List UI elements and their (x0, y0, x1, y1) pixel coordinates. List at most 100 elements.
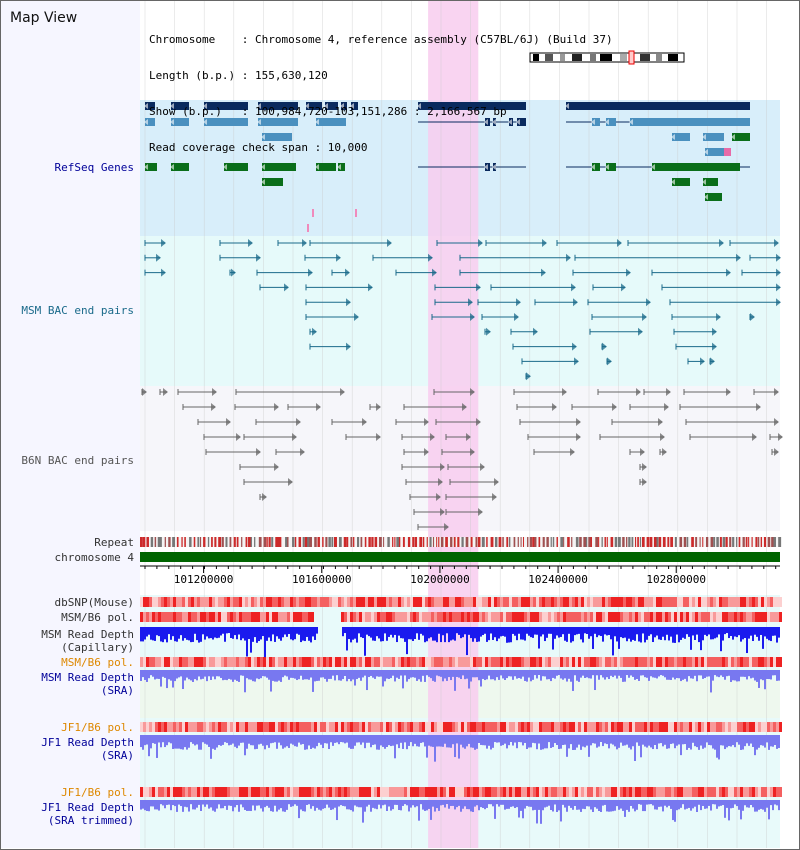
polymorphism-cell (161, 657, 164, 667)
polymorphism-cell (233, 597, 236, 607)
polymorphism-cell (152, 612, 155, 622)
polymorphism-cell (614, 722, 617, 732)
polymorphism-cell (266, 597, 269, 607)
polymorphism-cell (278, 612, 281, 622)
depth-bar (148, 800, 150, 812)
track-label-msm-b6-pol-sra[interactable]: MSM/B6 pol. (61, 656, 134, 669)
polymorphism-cell (431, 597, 434, 607)
polymorphism-cell (326, 657, 329, 667)
depth-bar (160, 800, 162, 805)
depth-bar (634, 735, 636, 761)
depth-bar (624, 627, 626, 638)
depth-bar (198, 735, 200, 750)
depth-bar (346, 800, 348, 810)
polymorphism-cell (371, 597, 374, 607)
track-label-b6n-bac[interactable]: B6N BAC end pairs (21, 454, 134, 467)
track-label-repeat[interactable]: Repeat (94, 536, 134, 549)
track-label-dbsnp[interactable]: dbSNP(Mouse) (54, 596, 134, 609)
polymorphism-cell (590, 657, 593, 667)
depth-bar (150, 800, 152, 807)
track-label-jf1-depth-trimmed[interactable]: JF1 Read Depth (41, 801, 134, 814)
depth-bar (346, 735, 348, 743)
polymorphism-cell (587, 597, 590, 607)
track-label-jf1-b6-pol-trimmed[interactable]: JF1/B6 pol. (61, 786, 134, 799)
polymorphism-cell (422, 612, 425, 622)
polymorphism-cell (764, 597, 767, 607)
depth-bar (676, 735, 678, 746)
depth-bar (502, 670, 504, 679)
bac-end-arrow (300, 448, 305, 456)
track-label-chromosome[interactable]: chromosome 4 (54, 551, 134, 564)
depth-bar (370, 800, 372, 812)
polymorphism-cell (404, 722, 407, 732)
polymorphism-cell (779, 657, 782, 667)
polymorphism-cell (188, 612, 191, 622)
depth-bar (228, 800, 230, 806)
depth-bar (526, 800, 528, 806)
depth-bar (498, 670, 500, 680)
polymorphism-cell (245, 597, 248, 607)
polymorphism-cell (677, 657, 680, 667)
depth-bar (602, 627, 604, 642)
depth-bar (578, 670, 580, 682)
depth-bar (546, 670, 548, 680)
polymorphism-cell (662, 597, 665, 607)
depth-bar (394, 735, 396, 759)
depth-bar (392, 627, 394, 638)
polymorphism-cell (590, 787, 593, 797)
depth-bar (756, 627, 758, 637)
track-label-jf1-depth-sra[interactable]: JF1 Read Depth (41, 736, 134, 749)
repeat-element (490, 537, 494, 547)
polymorphism-cell (704, 787, 707, 797)
repeat-element (225, 537, 228, 547)
depth-bar (432, 670, 434, 681)
polymorphism-cell (716, 597, 719, 607)
polymorphism-cell (533, 657, 536, 667)
depth-bar (472, 735, 474, 748)
track-label-refseq[interactable]: RefSeq Genes (54, 161, 134, 174)
depth-bar (656, 800, 658, 810)
depth-bar (518, 800, 520, 818)
polymorphism-cell (707, 787, 710, 797)
depth-bar (550, 627, 552, 634)
track-label-msm-b6-pol[interactable]: MSM/B6 pol. (61, 611, 134, 624)
gene-arrow (315, 164, 319, 170)
polymorphism-cell (392, 657, 395, 667)
polymorphism-cell (221, 612, 224, 622)
track-label-msm-bac[interactable]: MSM BAC end pairs (21, 304, 134, 317)
track-label-msm-depth-capillary[interactable]: MSM Read Depth (41, 628, 134, 641)
depth-bar (480, 627, 482, 637)
depth-bar (240, 670, 242, 676)
polymorphism-cell (227, 612, 230, 622)
depth-bar (460, 627, 462, 639)
depth-bar (468, 670, 470, 689)
polymorphism-cell (290, 657, 293, 667)
track-label-jf1-b6-pol[interactable]: JF1/B6 pol. (61, 721, 134, 734)
polymorphism-cell (251, 787, 254, 797)
depth-bar (678, 670, 680, 679)
polymorphism-cell (773, 722, 776, 732)
polymorphism-cell (182, 787, 185, 797)
depth-bar (320, 670, 322, 678)
depth-bar (552, 670, 554, 678)
polymorphism-cell (320, 597, 323, 607)
depth-bar (314, 627, 316, 640)
depth-bar (760, 800, 762, 809)
depth-bar (368, 735, 370, 743)
polymorphism-cell (623, 612, 626, 622)
polymorphism-cell (542, 787, 545, 797)
depth-bar (308, 735, 310, 746)
polymorphism-cell (203, 597, 206, 607)
depth-bar (622, 800, 624, 811)
polymorphism-cell (218, 597, 221, 607)
polymorphism-cell (719, 787, 722, 797)
track-label-msm-depth-sra[interactable]: MSM Read Depth (41, 671, 134, 684)
polymorphism-cell (680, 597, 683, 607)
polymorphism-cell (368, 657, 371, 667)
polymorphism-cell (347, 787, 350, 797)
bac-end-arrow (642, 463, 647, 471)
depth-bar (176, 735, 178, 749)
polymorphism-cell (524, 597, 527, 607)
depth-bar (422, 627, 424, 636)
